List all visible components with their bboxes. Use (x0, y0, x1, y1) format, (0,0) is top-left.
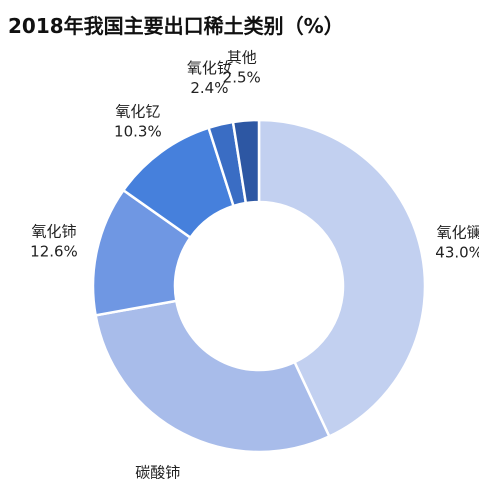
slice-value-label-2: 12.6% (30, 242, 78, 260)
slice-value-label-0: 43.0% (435, 244, 479, 262)
slice-label-5: 其他 (227, 49, 257, 67)
slice-label-2: 氧化铈 (31, 222, 76, 240)
slice-label-1: 碳酸铈 (135, 463, 180, 479)
labels-group: 氧化镧43.0%碳酸铈29.1%氧化铈12.6%氧化钇10.3%氧化钕2.4%其… (30, 49, 479, 479)
slice-0 (257, 118, 427, 439)
slice-label-4: 氧化钕 (187, 59, 232, 77)
chart-title: 2018年我国主要出口稀土类别（%） (8, 14, 344, 38)
slice-label-0: 氧化镧 (437, 224, 479, 242)
slices-group (91, 118, 427, 454)
slice-value-label-5: 2.5% (223, 69, 261, 87)
slice-value-label-4: 2.4% (190, 79, 228, 97)
slice-label-3: 氧化钇 (115, 103, 160, 121)
slice-5 (231, 118, 261, 205)
slice-value-label-3: 10.3% (114, 123, 162, 141)
slice-1 (94, 299, 331, 454)
